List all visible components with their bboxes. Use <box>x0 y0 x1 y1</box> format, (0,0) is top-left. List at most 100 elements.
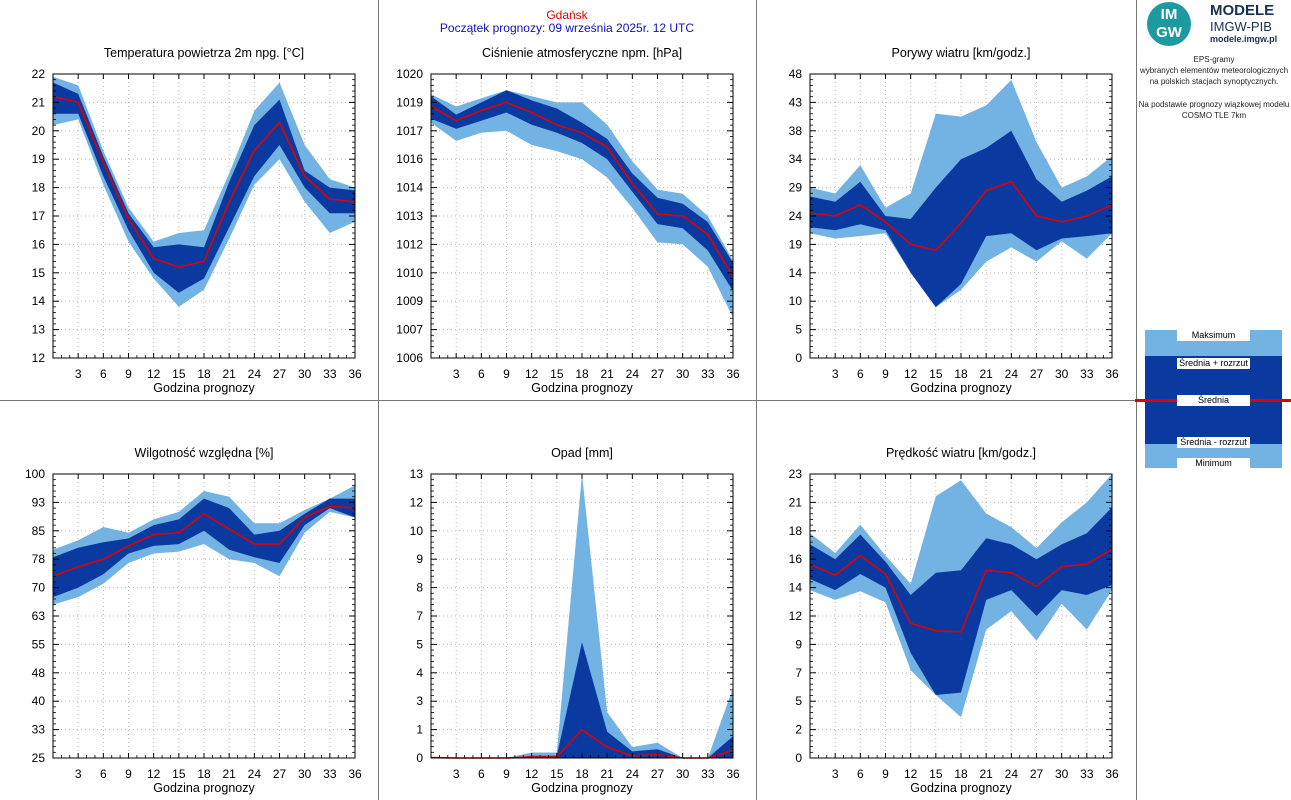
band-mean-spread <box>810 130 1112 308</box>
tick-label-x: 12 <box>525 367 539 381</box>
tick-label-x: 30 <box>1055 367 1069 381</box>
tick-label-x: 21 <box>979 767 993 781</box>
tick-label-y: 63 <box>32 609 46 623</box>
tick-label-x: 12 <box>904 767 918 781</box>
axis-title-x: Godzina prognozy <box>910 781 1012 795</box>
tick-label-y: 15 <box>32 266 46 280</box>
tick-label-x: 9 <box>125 767 132 781</box>
tick-label-x: 12 <box>525 767 539 781</box>
tick-label-y: 3 <box>416 694 423 708</box>
tick-label-x: 24 <box>626 767 640 781</box>
tick-label-y: 38 <box>789 124 803 138</box>
tick-label-y: 13 <box>410 467 424 481</box>
tick-label-y: 48 <box>789 67 803 81</box>
tick-label-x: 6 <box>478 767 485 781</box>
tick-label-x: 9 <box>882 767 889 781</box>
tick-label-x: 21 <box>600 767 614 781</box>
tick-label-y: 13 <box>32 323 46 337</box>
description-line-5: COSMO TLE 7km <box>1181 111 1247 120</box>
tick-label-y: 10 <box>789 294 803 308</box>
tick-label-x: 30 <box>298 367 312 381</box>
legend-label-min: Minimum <box>1177 458 1250 469</box>
tick-label-x: 33 <box>1080 367 1094 381</box>
tick-label-y: 55 <box>32 637 46 651</box>
tick-label-y: 14 <box>789 266 803 280</box>
legend-label-mean-plus-spread: Średnia + rozrzut <box>1177 358 1250 369</box>
tick-label-x: 30 <box>676 367 690 381</box>
brand-title: MODELE <box>1210 2 1275 19</box>
tick-label-y: 16 <box>32 237 46 251</box>
series-mean-line <box>52 505 356 577</box>
tick-label-y: 7 <box>416 609 423 623</box>
tick-label-x: 33 <box>1080 767 1094 781</box>
chart-title: Porywy wiatru [km/godz.] <box>892 46 1031 60</box>
tick-label-x: 15 <box>172 367 186 381</box>
tick-label-y: 18 <box>32 181 46 195</box>
tick-label-y: 1 <box>416 723 423 737</box>
tick-label-y: 9 <box>416 552 423 566</box>
tick-label-y: 25 <box>32 751 46 765</box>
tick-label-y: 1020 <box>396 67 423 81</box>
tick-label-x: 9 <box>125 367 132 381</box>
tick-label-x: 30 <box>676 767 690 781</box>
tick-label-y: 1019 <box>396 95 423 109</box>
tick-label-x: 27 <box>651 367 665 381</box>
tick-label-x: 18 <box>575 367 589 381</box>
tick-label-x: 27 <box>273 367 287 381</box>
tick-label-y: 16 <box>789 552 803 566</box>
tick-label-x: 9 <box>882 367 889 381</box>
tick-label-x: 18 <box>954 367 968 381</box>
tick-label-y: 20 <box>32 124 46 138</box>
chart-title: Wilgotność względna [%] <box>135 446 274 460</box>
tick-label-x: 33 <box>323 767 337 781</box>
legend-label-max: Maksimum <box>1177 330 1250 341</box>
brand-site: modele.imgw.pl <box>1210 34 1278 44</box>
tick-label-x: 15 <box>172 767 186 781</box>
chart-title: Ciśnienie atmosferyczne npm. [hPa] <box>482 46 682 60</box>
tick-label-x: 36 <box>726 367 740 381</box>
tick-label-y: 12 <box>410 495 424 509</box>
chart-title: Opad [mm] <box>551 446 613 460</box>
logo-mark-bottom: GW <box>1156 24 1182 41</box>
brand-subtitle: IMGW-PIB <box>1210 19 1272 34</box>
tick-label-y: 1012 <box>396 237 423 251</box>
tick-label-y: 100 <box>25 467 45 481</box>
tick-label-y: 78 <box>32 552 46 566</box>
tick-label-x: 15 <box>550 367 564 381</box>
tick-label-x: 24 <box>626 367 640 381</box>
tick-label-x: 24 <box>248 367 262 381</box>
station-name: Gdańsk <box>546 8 588 22</box>
imgw-logo: IM GW MODELE IMGW-PIB modele.imgw.pl <box>1146 2 1288 48</box>
tick-label-x: 12 <box>147 367 161 381</box>
tick-label-y: 5 <box>795 694 802 708</box>
tick-label-x: 12 <box>147 767 161 781</box>
tick-label-x: 24 <box>1005 367 1019 381</box>
tick-label-y: 8 <box>416 581 423 595</box>
band-mean-spread <box>431 90 733 292</box>
tick-label-x: 30 <box>1055 767 1069 781</box>
series-mean-line <box>430 101 734 278</box>
tick-label-x: 24 <box>1005 767 1019 781</box>
tick-label-x: 18 <box>197 367 211 381</box>
tick-label-x: 6 <box>100 367 107 381</box>
tick-label-x: 3 <box>453 367 460 381</box>
tick-label-x: 12 <box>904 367 918 381</box>
tick-label-y: 10 <box>410 524 424 538</box>
band-mean-spread <box>810 507 1112 695</box>
tick-label-x: 3 <box>453 767 460 781</box>
chart-title: Temperatura powietrza 2m npg. [°C] <box>104 46 304 60</box>
tick-label-x: 21 <box>222 767 236 781</box>
tick-label-y: 0 <box>795 351 802 365</box>
tick-label-x: 24 <box>248 767 262 781</box>
band-min-max <box>53 485 355 605</box>
tick-label-y: 40 <box>32 694 46 708</box>
tick-label-y: 17 <box>32 209 46 223</box>
description-line-3: na polskich stacjach synoptycznych. <box>1149 77 1279 86</box>
tick-label-y: 7 <box>795 666 802 680</box>
legend-label-mean-minus-spread: Średnia - rozrzut <box>1177 437 1250 448</box>
tick-label-x: 15 <box>929 367 943 381</box>
axis-title-x: Godzina prognozy <box>910 381 1012 395</box>
tick-label-x: 15 <box>550 767 564 781</box>
